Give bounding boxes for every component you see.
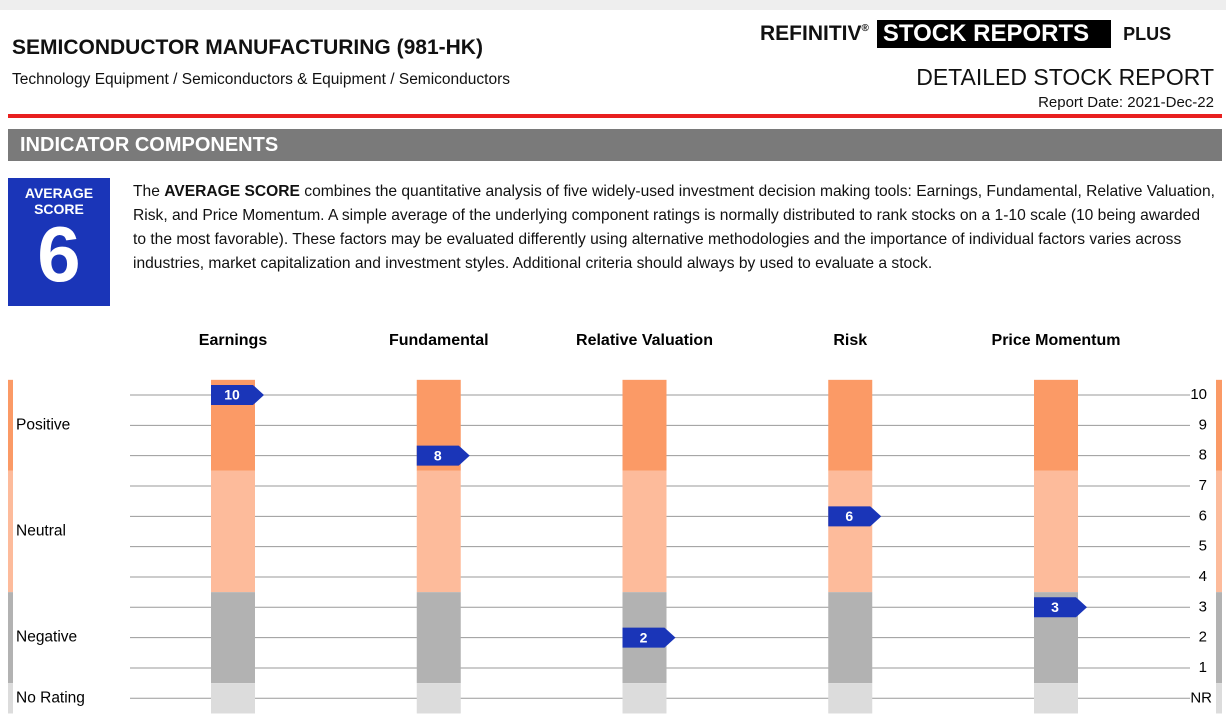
product-tier: PLUS xyxy=(1123,23,1172,44)
component-name: Price Momentum xyxy=(992,332,1121,349)
zone-bar xyxy=(828,683,873,714)
zone-strip xyxy=(1216,379,1222,471)
component-name: Earnings xyxy=(199,332,268,349)
zone-bar xyxy=(211,592,255,684)
tick-label: 10 xyxy=(1190,386,1207,403)
report-date: Report Date: 2021-Dec-22 xyxy=(1038,94,1214,111)
component-name: Relative Valuation xyxy=(576,332,713,349)
zone-strip xyxy=(1216,470,1222,593)
tick-label: 6 xyxy=(1199,507,1207,524)
tick-label: 9 xyxy=(1199,416,1207,433)
zone-bar xyxy=(828,379,873,471)
tick-label: 2 xyxy=(1199,629,1207,646)
zone-bar xyxy=(416,470,461,593)
section-header: INDICATOR COMPONENTS xyxy=(8,129,1222,161)
zone-bar xyxy=(828,592,873,684)
zone-strip xyxy=(8,592,13,684)
top-band xyxy=(0,0,1226,10)
description-text: combines the quantitative analysis of fi… xyxy=(133,183,1215,272)
score-marker xyxy=(828,506,882,527)
zone-bar xyxy=(1034,379,1078,471)
zone-bar xyxy=(416,683,461,714)
brand-row: REFINITIV ® STOCK REPORTS PLUS xyxy=(760,20,1171,48)
average-score-label: AVERAGE SCORE xyxy=(24,185,94,217)
tick-label: 8 xyxy=(1199,447,1207,464)
zone-strip xyxy=(8,470,13,593)
subtitle: Technology Equipment / Semiconductors & … xyxy=(12,71,510,88)
zone-label: Positive xyxy=(16,416,70,433)
product: STOCK REPORTS xyxy=(876,20,1112,48)
zone-bar xyxy=(622,470,667,593)
description-bold: AVERAGE SCORE xyxy=(164,183,300,200)
tick-label: NR xyxy=(1190,689,1212,706)
zone-bar xyxy=(416,592,461,684)
description-text: The xyxy=(133,183,165,200)
tick-label: 1 xyxy=(1199,659,1207,676)
score-marker xyxy=(211,385,264,405)
tick-label: 7 xyxy=(1199,477,1207,494)
zone-bar xyxy=(828,470,873,593)
tick-label: 5 xyxy=(1199,538,1207,555)
zone-bar xyxy=(211,683,255,714)
score-label: 8 xyxy=(434,447,442,463)
zone-strip xyxy=(8,683,13,714)
red-rule xyxy=(8,114,1222,118)
zone-bar xyxy=(1034,683,1078,714)
brand: REFINITIV xyxy=(760,22,862,45)
average-score-value: 6 xyxy=(37,210,81,298)
zone-strip xyxy=(1216,683,1222,714)
tick-label: 4 xyxy=(1199,568,1207,585)
zone-label: Neutral xyxy=(16,523,66,540)
report-title: SEMICONDUCTOR MANUFACTURING (981-HK) xyxy=(12,36,483,59)
score-label: 10 xyxy=(224,387,240,403)
component-name: Risk xyxy=(833,332,867,349)
score-marker xyxy=(622,627,676,648)
tick-label: 3 xyxy=(1199,598,1207,615)
score-marker xyxy=(416,445,470,466)
zone-bar xyxy=(622,683,667,714)
component-name: Fundamental xyxy=(389,332,489,349)
zone-label: Negative xyxy=(16,629,77,646)
score-label: 2 xyxy=(640,629,648,645)
zone-bar xyxy=(622,379,667,471)
zone-strip xyxy=(8,379,13,471)
zone-label: No Rating xyxy=(16,689,85,706)
score-marker xyxy=(1034,597,1087,618)
zone-strip xyxy=(1216,592,1222,684)
score-label: 3 xyxy=(1051,599,1059,615)
brand-mark: ® xyxy=(861,23,869,34)
indicator-chart: Positive Neutral Negative No Rating 10 9 8 7 6 5 4… xyxy=(8,332,1222,714)
description: The AVERAGE SCORE combines the quantitat… xyxy=(133,180,1215,276)
average-score-box: AVERAGE SCORE 6 xyxy=(8,178,110,306)
zone-bar xyxy=(211,470,255,593)
zone-bar xyxy=(1034,470,1078,593)
report-type: DETAILED STOCK REPORT xyxy=(916,64,1214,90)
score-label: 6 xyxy=(845,508,853,524)
